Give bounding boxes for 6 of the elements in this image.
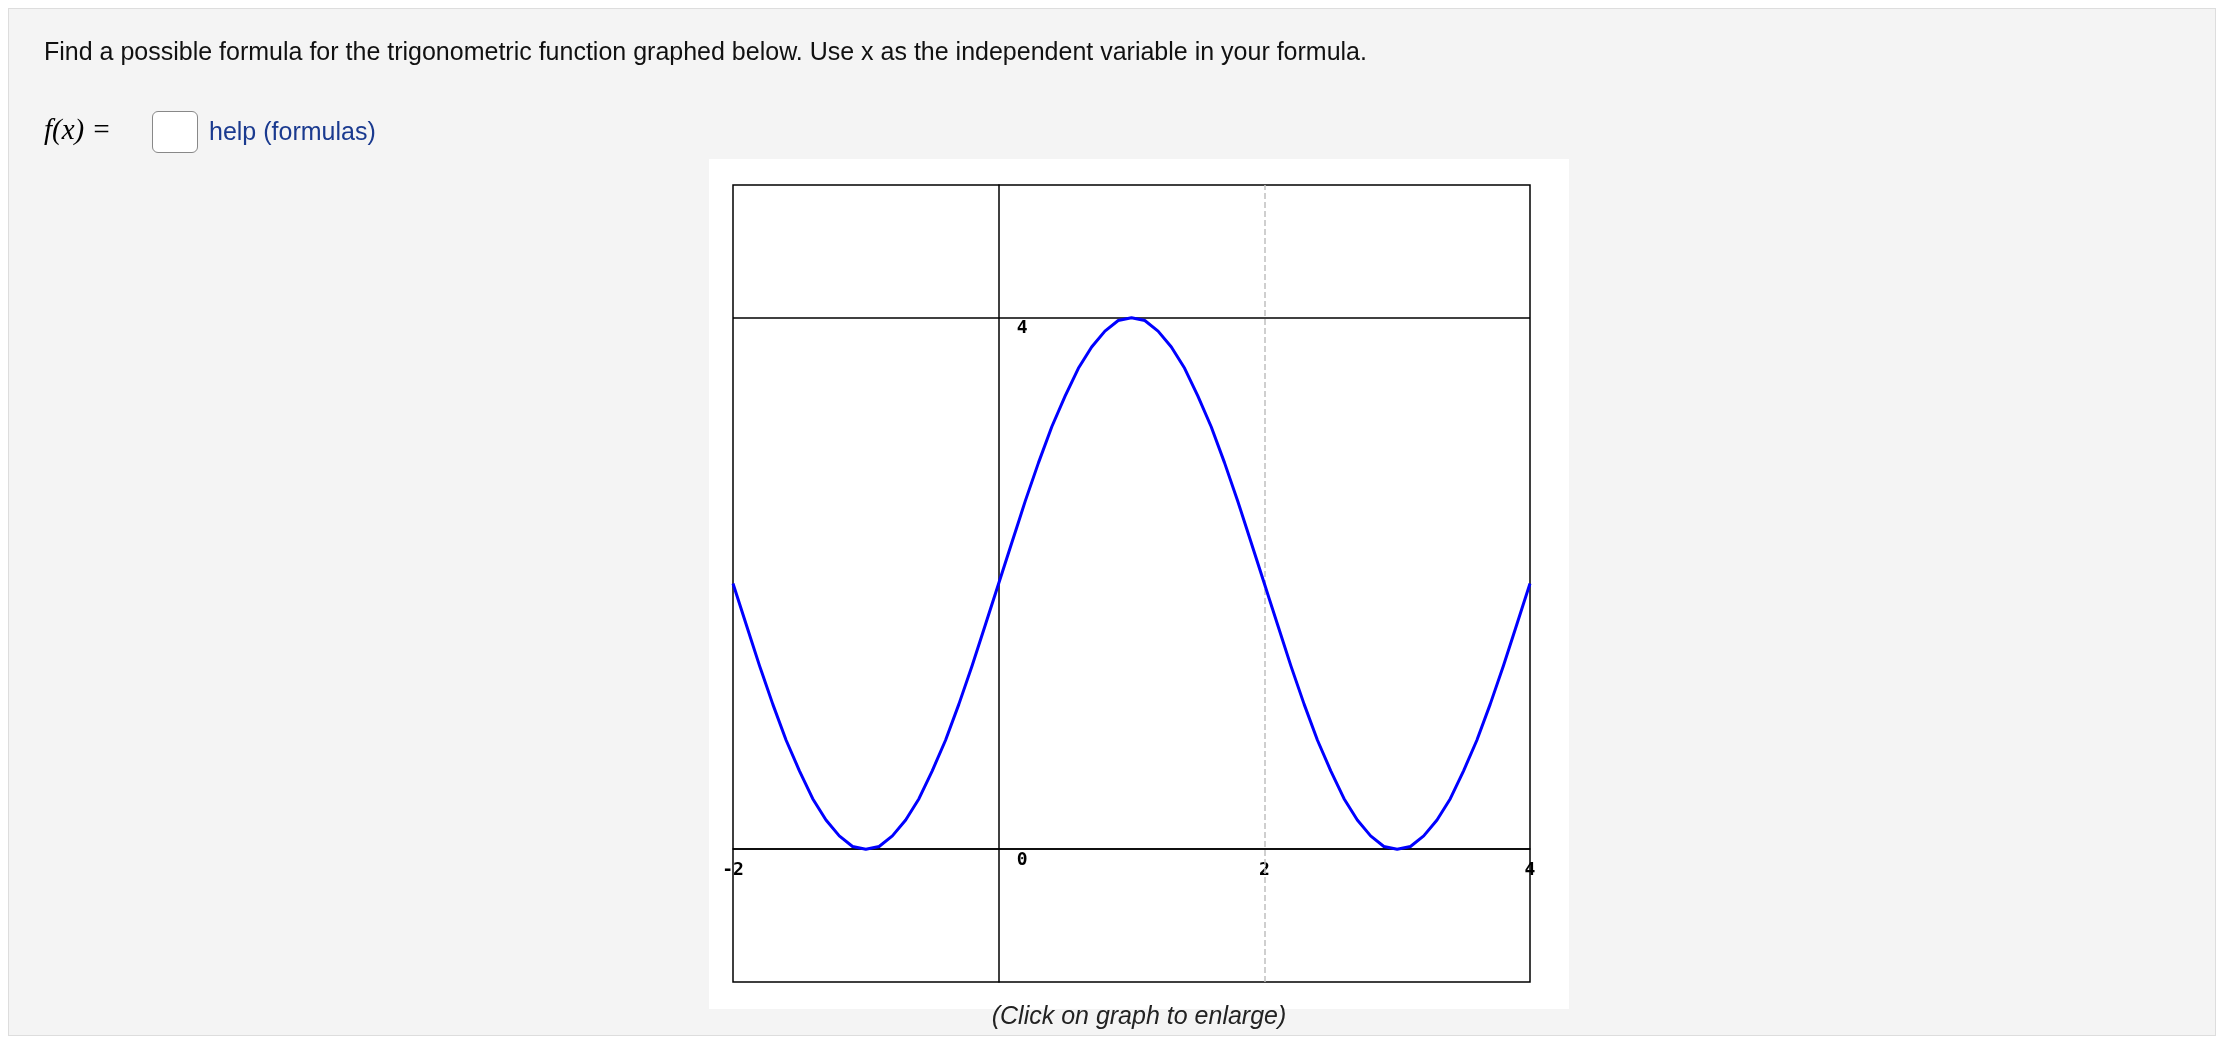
text: f(x) = <box>44 113 112 146</box>
chart-title: Find a possible formula for the trigonometric function graphed below. Use x as the independent variable in your formula. <box>44 37 1367 66</box>
text: help (formulas) <box>209 117 376 146</box>
text: (Click on graph to enlarge) <box>990 1001 1288 1030</box>
y-tick-label: 0 <box>1016 847 1028 869</box>
x-tick-label: 2 <box>1258 857 1270 879</box>
